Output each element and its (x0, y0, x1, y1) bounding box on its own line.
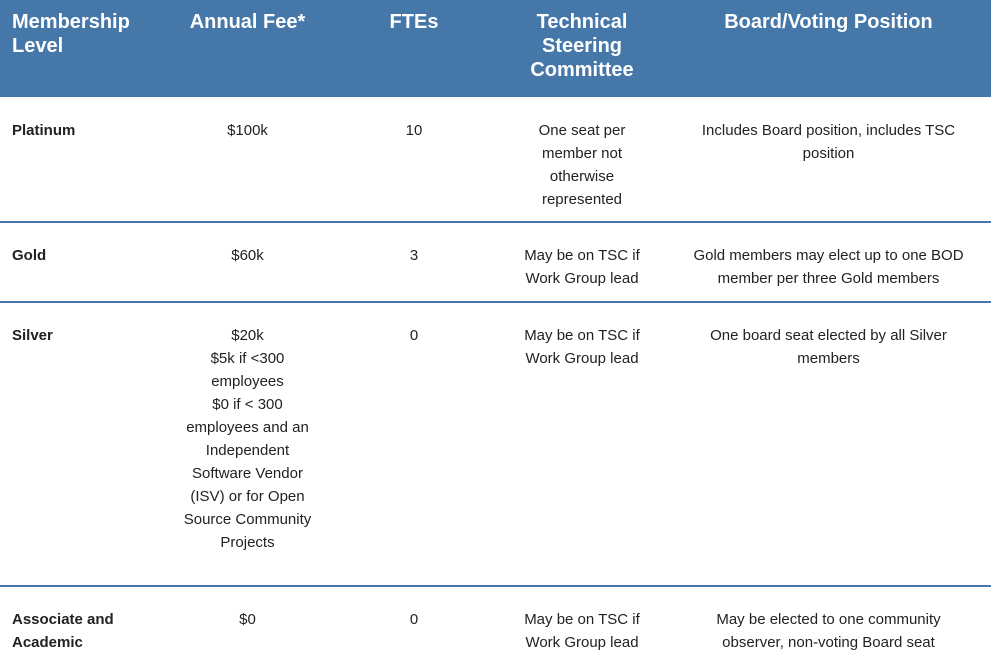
header-cell: FTEs (389, 11, 439, 33)
header-cell: Annual Fee* (189, 11, 306, 33)
cell-line: $100k (227, 122, 268, 139)
table-cell: $20k $5k if <300 employees $0 if < 300 emp… (165, 302, 330, 586)
table-cell: Silver (12, 327, 53, 344)
header-cell: Membership Level (12, 11, 130, 57)
cell-line: $20k (231, 327, 264, 344)
header-row: Membership Level Annual Fee* FTEs Technical… (0, 0, 991, 97)
table-cell: 3 (409, 247, 419, 264)
table-row: Silver $20k $5k if <300 employees $0 if < 3… (0, 302, 991, 586)
table-cell: Gold (12, 247, 47, 264)
table-cell: $100k (165, 97, 330, 222)
table-cell: May be elected to one community observer… (716, 611, 941, 651)
header-cell: Technical Steering Committee (530, 11, 634, 81)
header-cell: Board/Voting Position (724, 11, 933, 33)
table-cell: $0 (165, 586, 330, 672)
row-separator (0, 301, 991, 303)
table-cell: $60k (165, 222, 330, 302)
row-separator (0, 221, 991, 223)
cell-line: $5k if <300 employees (210, 350, 285, 390)
row-separator (0, 585, 991, 587)
cell-line: $0 (239, 611, 256, 628)
table-cell: May be on TSC if Work Group lead (524, 327, 640, 367)
table-cell: 0 (409, 327, 419, 344)
table-cell: Associate and Academic (12, 611, 114, 651)
table-cell: One seat per member not otherwise repres… (538, 122, 626, 208)
table-cell: 10 (405, 122, 423, 139)
table-row: Platinum $100k 10 One seat per member not o… (0, 97, 991, 222)
table-cell: Platinum (12, 122, 76, 139)
cell-line: $0 if < 300 employees and an Independent… (183, 396, 312, 551)
cell-line: $60k (231, 247, 264, 264)
table-cell: May be on TSC if Work Group lead (524, 611, 640, 651)
table-row: Gold $60k 3 May be on TSC if Work Group lea… (0, 222, 991, 302)
table-row: Associate and Academic $0 0 May be on TSC i… (0, 586, 991, 672)
table-cell: Includes Board position, includes TSC po… (701, 122, 956, 162)
table-cell: Gold members may elect up to one BOD mem… (693, 247, 964, 287)
table-cell: 0 (409, 611, 419, 628)
table-cell: May be on TSC if Work Group lead (524, 247, 640, 287)
table-cell: One board seat elected by all Silver mem… (710, 327, 947, 367)
